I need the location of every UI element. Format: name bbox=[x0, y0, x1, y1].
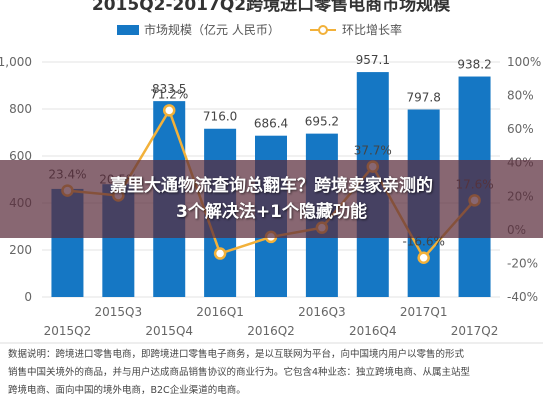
y-right-tick-label: 80% bbox=[507, 89, 534, 103]
line-point bbox=[417, 251, 430, 264]
y-left-tick-label: 1,000 bbox=[0, 55, 32, 69]
line-value-label: -16.6% bbox=[402, 235, 444, 249]
bar-value-label: 695.2 bbox=[305, 115, 339, 129]
y-right-tick-label: -20% bbox=[507, 256, 538, 270]
banner-line-1: 嘉里大通物流查询总翻车？跨境卖家亲测的 bbox=[110, 176, 433, 196]
line-point bbox=[213, 247, 227, 260]
y-right-tick-label: 60% bbox=[507, 122, 534, 136]
x-tick-label: 2015Q2 bbox=[44, 324, 92, 338]
x-tick-label: 2016Q3 bbox=[298, 305, 346, 319]
x-tick-label: 2016Q2 bbox=[247, 324, 295, 338]
banner-line-2: 3个解决法+1个隐藏功能 bbox=[176, 202, 367, 222]
note-line-3: 跨境电商、面向中国的境外电商，B2C企业渠道的电商。 bbox=[8, 385, 246, 396]
legend-line-marker bbox=[318, 25, 328, 35]
x-tick-label: 2015Q3 bbox=[95, 305, 143, 319]
line-point bbox=[162, 104, 176, 117]
data-note: 数据说明：跨境进口零售电商，即跨境进口零售电子商务，是以互联网为平台，向中国境内… bbox=[8, 346, 535, 406]
y-left-tick-label: 200 bbox=[9, 243, 32, 257]
bar-value-label: 833.5 bbox=[152, 82, 186, 96]
y-left-tick-label: 800 bbox=[9, 102, 32, 116]
legend-line-label: 环比增长率 bbox=[342, 22, 402, 37]
line-value-label: 71.2% bbox=[150, 87, 188, 101]
x-tick-label: 2017Q1 bbox=[400, 305, 448, 319]
legend-bar-swatch bbox=[117, 25, 139, 35]
bar-value-label: 716.0 bbox=[203, 110, 237, 124]
x-tick-label: 2017Q2 bbox=[451, 324, 499, 338]
line-value-label: 37.7% bbox=[354, 144, 392, 158]
note-line-1: 数据说明：跨境进口零售电商，即跨境进口零售电子商务，是以互联网为平台，向中国境内… bbox=[8, 349, 465, 360]
x-tick-label: 2015Q4 bbox=[145, 324, 193, 338]
bar-value-label: 938.2 bbox=[457, 58, 491, 72]
bar-value-label: 957.1 bbox=[356, 53, 390, 67]
note-line-2: 销售中国关境外的商品，并与用户达成商品销售协议的商业行为。它包含4种业态：独立跨… bbox=[8, 367, 471, 378]
y-left-tick-label: 0 bbox=[24, 290, 32, 304]
y-left-tick-label: 600 bbox=[9, 149, 32, 163]
legend-bar-label: 市场规模（亿元 人民币） bbox=[144, 22, 280, 37]
x-tick-label: 2016Q1 bbox=[196, 305, 244, 319]
y-right-tick-label: 100% bbox=[507, 55, 541, 69]
bar-value-label: 686.4 bbox=[254, 117, 288, 131]
bar-value-label: 797.8 bbox=[406, 91, 440, 105]
chart-title: 2015Q2-2017Q2跨境进口零售电商市场规模 bbox=[92, 0, 451, 15]
y-right-tick-label: -40% bbox=[507, 290, 538, 304]
article-title-banner[interactable]: 嘉里大通物流查询总翻车？跨境卖家亲测的 3个解决法+1个隐藏功能 bbox=[0, 160, 543, 238]
x-tick-label: 2016Q4 bbox=[349, 324, 397, 338]
